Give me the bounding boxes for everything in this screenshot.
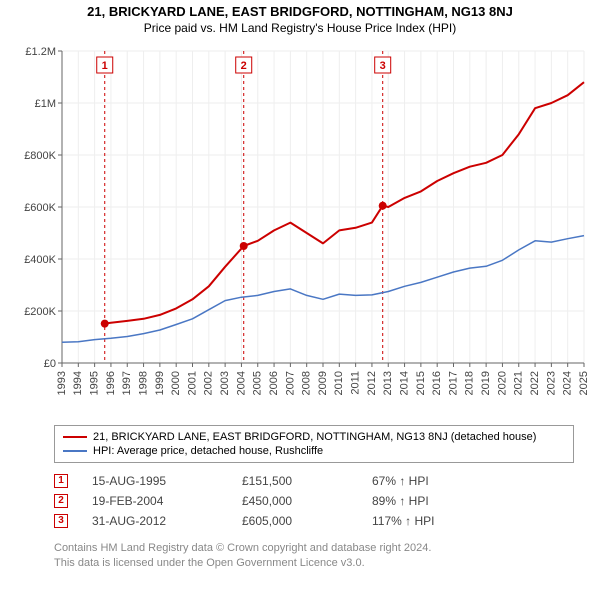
sale-marker-icon: 1: [54, 474, 68, 488]
legend-item-hpi: HPI: Average price, detached house, Rush…: [63, 444, 565, 458]
svg-text:2008: 2008: [301, 371, 313, 395]
svg-text:2001: 2001: [186, 371, 198, 395]
svg-text:£600K: £600K: [24, 202, 56, 214]
svg-text:2017: 2017: [447, 371, 459, 395]
svg-text:£1.2M: £1.2M: [25, 46, 56, 58]
sale-price: £450,000: [242, 494, 372, 508]
legend-label: HPI: Average price, detached house, Rush…: [93, 445, 323, 457]
svg-text:1999: 1999: [154, 371, 166, 395]
svg-text:2013: 2013: [382, 371, 394, 395]
svg-text:2003: 2003: [219, 371, 231, 395]
svg-text:£400K: £400K: [24, 254, 56, 266]
sale-date: 19-FEB-2004: [92, 494, 242, 508]
svg-text:2004: 2004: [235, 371, 247, 395]
svg-text:2025: 2025: [578, 371, 590, 395]
svg-text:1996: 1996: [105, 371, 117, 395]
svg-text:2023: 2023: [545, 371, 557, 395]
sales-row: 2 19-FEB-2004 £450,000 89% ↑ HPI: [54, 491, 590, 511]
svg-text:2018: 2018: [464, 371, 476, 395]
svg-text:2014: 2014: [398, 371, 410, 395]
svg-text:2012: 2012: [366, 371, 378, 395]
svg-text:2016: 2016: [431, 371, 443, 395]
svg-text:1993: 1993: [56, 371, 68, 395]
sale-price: £151,500: [242, 474, 372, 488]
svg-text:£200K: £200K: [24, 306, 56, 318]
legend-swatch-hpi: [63, 450, 87, 452]
page-subtitle: Price paid vs. HM Land Registry's House …: [10, 21, 590, 35]
svg-text:2015: 2015: [415, 371, 427, 395]
sale-pct: 67% ↑ HPI: [372, 474, 492, 488]
sales-table: 1 15-AUG-1995 £151,500 67% ↑ HPI 2 19-FE…: [54, 471, 590, 531]
price-chart: £0 £200K £400K £600K £800K £1M £1.2M 1993 1994 19…: [10, 41, 590, 421]
sale-date: 31-AUG-2012: [92, 514, 242, 528]
sale-price: £605,000: [242, 514, 372, 528]
svg-text:1998: 1998: [137, 371, 149, 395]
svg-text:2010: 2010: [333, 371, 345, 395]
attribution-line: This data is licensed under the Open Gov…: [54, 556, 590, 571]
svg-text:2020: 2020: [496, 371, 508, 395]
sale-marker-icon: 3: [54, 514, 68, 528]
svg-text:2024: 2024: [562, 371, 574, 395]
legend: 21, BRICKYARD LANE, EAST BRIDGFORD, NOTT…: [54, 425, 574, 463]
svg-text:£0: £0: [44, 358, 56, 370]
legend-label: 21, BRICKYARD LANE, EAST BRIDGFORD, NOTT…: [93, 431, 536, 443]
attribution: Contains HM Land Registry data © Crown c…: [54, 541, 590, 571]
svg-text:3: 3: [380, 60, 386, 72]
sales-row: 3 31-AUG-2012 £605,000 117% ↑ HPI: [54, 511, 590, 531]
svg-text:1: 1: [102, 60, 108, 72]
svg-text:2006: 2006: [268, 371, 280, 395]
sale-pct: 89% ↑ HPI: [372, 494, 492, 508]
attribution-line: Contains HM Land Registry data © Crown c…: [54, 541, 590, 556]
svg-text:1997: 1997: [121, 371, 133, 395]
svg-text:2: 2: [241, 60, 247, 72]
svg-text:2002: 2002: [203, 371, 215, 395]
legend-item-property: 21, BRICKYARD LANE, EAST BRIDGFORD, NOTT…: [63, 430, 565, 444]
svg-text:2007: 2007: [284, 371, 296, 395]
sale-pct: 117% ↑ HPI: [372, 514, 492, 528]
chart-svg: £0 £200K £400K £600K £800K £1M £1.2M 1993 1994 19…: [10, 41, 590, 421]
sales-row: 1 15-AUG-1995 £151,500 67% ↑ HPI: [54, 471, 590, 491]
svg-text:2022: 2022: [529, 371, 541, 395]
svg-text:1995: 1995: [89, 371, 101, 395]
svg-text:2000: 2000: [170, 371, 182, 395]
svg-text:2005: 2005: [252, 371, 264, 395]
svg-text:2019: 2019: [480, 371, 492, 395]
sale-marker-icon: 2: [54, 494, 68, 508]
page-title: 21, BRICKYARD LANE, EAST BRIDGFORD, NOTT…: [10, 4, 590, 19]
sale-date: 15-AUG-1995: [92, 474, 242, 488]
svg-text:£1M: £1M: [35, 98, 56, 110]
svg-text:£800K: £800K: [24, 150, 56, 162]
svg-text:2021: 2021: [513, 371, 525, 395]
svg-text:2009: 2009: [317, 371, 329, 395]
svg-text:2011: 2011: [350, 371, 362, 395]
legend-swatch-property: [63, 436, 87, 438]
svg-text:1994: 1994: [72, 371, 84, 395]
